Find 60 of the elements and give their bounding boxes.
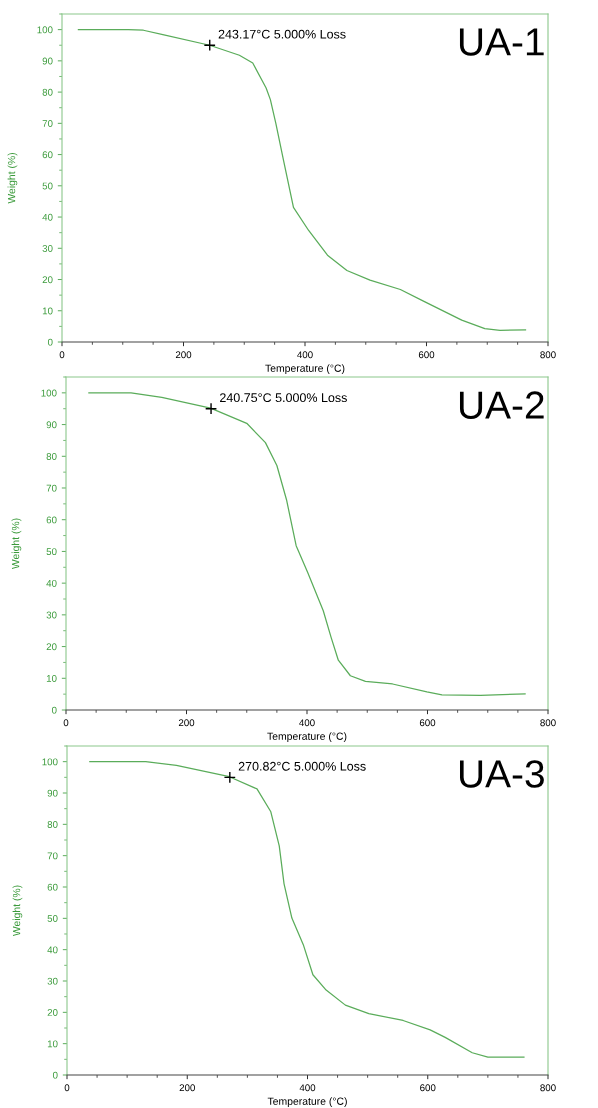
y-tick-label: 40 xyxy=(47,946,58,954)
y-tick-label: 30 xyxy=(42,245,53,252)
y-tick-label: 80 xyxy=(42,88,53,96)
y-tick-label: 90 xyxy=(47,789,58,797)
x-tick-label: 0 xyxy=(64,1084,70,1092)
y-tick-label: 90 xyxy=(46,421,57,429)
x-tick-label: 600 xyxy=(418,351,435,359)
y-tick-label: 100 xyxy=(41,389,57,397)
x-axis-title: Temperature (°C) xyxy=(267,1097,347,1107)
y-axis-title: Weight (%) xyxy=(11,518,22,570)
annotation: 240.75°C 5.000% Loss xyxy=(220,393,347,403)
y-tick-label: 20 xyxy=(47,1009,58,1016)
y-tick-label: 0 xyxy=(51,706,57,714)
y-tick-label: 60 xyxy=(42,151,53,159)
x-tick-label: 400 xyxy=(299,1084,316,1092)
y-axis-title: Weight (%) xyxy=(7,152,18,204)
x-tick-label: 0 xyxy=(63,719,69,727)
y-tick-label: 50 xyxy=(42,182,53,190)
y-tick-label: 70 xyxy=(47,852,58,860)
x-tick-label: 600 xyxy=(419,719,436,727)
y-tick-label: 70 xyxy=(46,484,57,492)
y-tick-label: 10 xyxy=(47,1040,58,1048)
x-tick-label: 200 xyxy=(178,719,195,727)
y-tick-label: 60 xyxy=(47,883,58,891)
y-tick-label: 70 xyxy=(42,120,53,127)
chart-title: UA-1 xyxy=(459,28,544,56)
x-axis-title: Temperature (°C) xyxy=(265,364,345,374)
x-tick-label: 600 xyxy=(420,1084,436,1092)
y-tick-label: 30 xyxy=(46,611,57,619)
y-tick-label: 20 xyxy=(42,276,53,284)
annotation: 270.82°C 5.000% Loss xyxy=(238,761,366,771)
y-tick-label: 80 xyxy=(46,453,57,460)
x-tick-label: 200 xyxy=(175,351,192,359)
y-tick-label: 0 xyxy=(47,338,53,346)
y-tick-label: 100 xyxy=(37,26,53,34)
y-tick-label: 10 xyxy=(46,675,57,682)
y-tick-label: 40 xyxy=(42,213,53,221)
y-tick-label: 90 xyxy=(42,57,53,65)
x-tick-label: 200 xyxy=(179,1084,195,1092)
y-tick-label: 10 xyxy=(42,307,53,315)
annotation: 243.17°C 5.000% Loss xyxy=(218,29,346,39)
x-tick-label: 800 xyxy=(540,351,556,359)
y-tick-label: 20 xyxy=(46,643,57,651)
y-axis-title: Weight (%) xyxy=(12,885,23,937)
x-tick-label: 400 xyxy=(297,351,313,359)
x-tick-label: 800 xyxy=(540,719,556,727)
y-tick-label: 50 xyxy=(46,548,57,556)
chart-title: UA-3 xyxy=(460,760,544,788)
y-tick-label: 50 xyxy=(47,915,58,922)
y-tick-label: 30 xyxy=(47,977,58,985)
y-tick-label: 60 xyxy=(46,516,57,524)
x-axis-title: Temperature (°C) xyxy=(267,732,347,742)
chart-title: UA-2 xyxy=(459,391,544,419)
x-tick-label: 400 xyxy=(299,719,315,727)
y-tick-label: 40 xyxy=(46,579,57,587)
x-tick-label: 800 xyxy=(540,1084,556,1092)
y-tick-label: 0 xyxy=(52,1071,58,1079)
y-tick-label: 80 xyxy=(47,821,58,828)
x-tick-label: 0 xyxy=(59,351,65,359)
y-tick-label: 100 xyxy=(42,758,58,766)
